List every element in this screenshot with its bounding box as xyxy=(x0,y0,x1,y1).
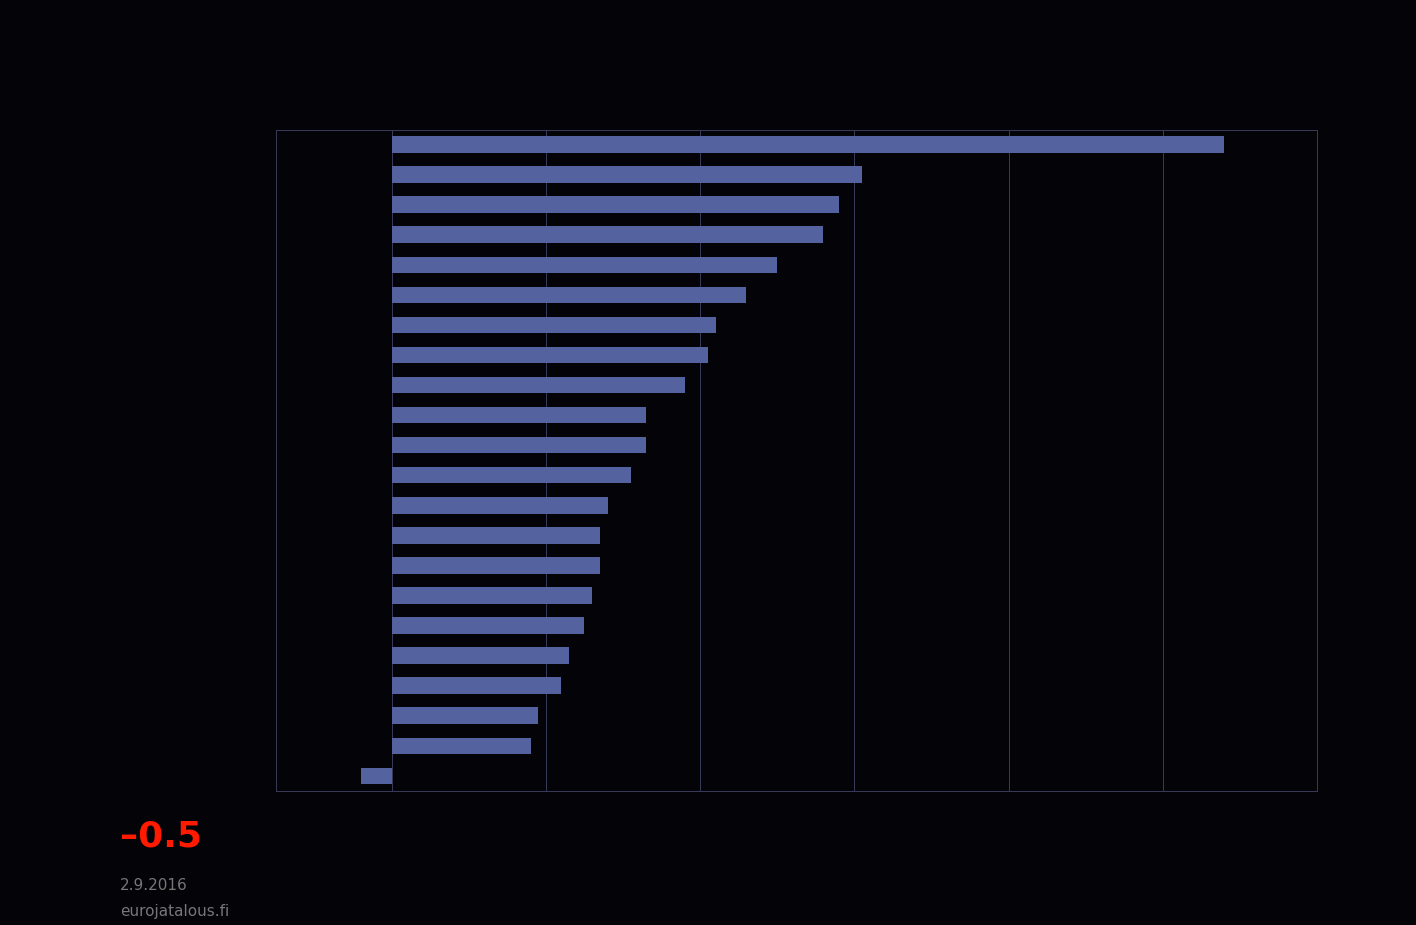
Bar xyxy=(392,677,561,694)
Bar xyxy=(392,347,708,364)
Bar xyxy=(392,648,569,664)
Bar xyxy=(392,467,630,484)
Bar xyxy=(392,227,824,243)
Bar xyxy=(392,287,746,303)
Bar xyxy=(392,527,600,544)
Bar xyxy=(392,316,715,333)
Text: –0.5: –0.5 xyxy=(120,820,202,854)
Bar xyxy=(392,437,646,453)
Text: eurojatalous.fi: eurojatalous.fi xyxy=(120,904,229,919)
Bar xyxy=(392,136,1225,153)
Bar xyxy=(392,557,600,574)
Bar xyxy=(392,497,607,513)
Bar xyxy=(392,256,777,273)
Bar xyxy=(392,587,592,604)
Bar xyxy=(392,196,838,213)
Bar xyxy=(392,166,862,183)
Bar xyxy=(392,376,685,393)
Bar xyxy=(392,737,531,754)
Bar xyxy=(361,768,392,784)
Bar xyxy=(392,708,538,724)
Bar xyxy=(392,407,646,424)
Text: 2.9.2016: 2.9.2016 xyxy=(120,878,188,893)
Bar xyxy=(392,617,585,634)
